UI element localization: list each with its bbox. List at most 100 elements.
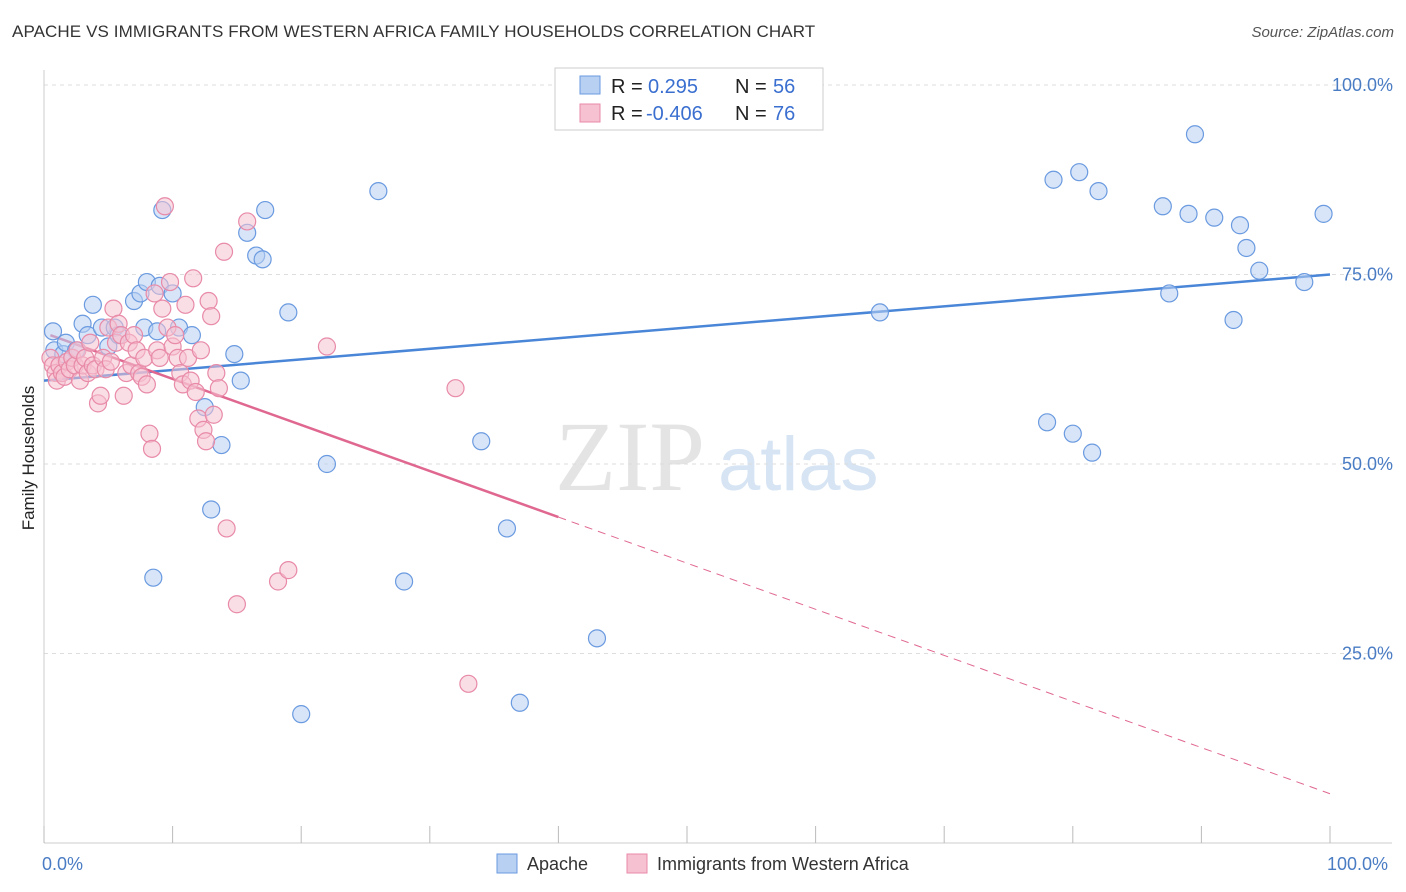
y-tick-label-75: 75.0% — [1342, 265, 1393, 285]
immig-point — [459, 674, 478, 693]
watermark-zip: ZIP — [555, 401, 705, 512]
apache-point — [83, 295, 102, 314]
immig-point — [209, 379, 228, 398]
legend-immig-swatch — [626, 853, 648, 874]
apache-n-label: N = — [735, 76, 767, 98]
trendline-apache — [43, 273, 1331, 382]
apache-point — [369, 182, 388, 201]
immig-point — [145, 284, 164, 303]
apache-point — [1179, 204, 1198, 223]
immig-point — [155, 197, 174, 216]
immig-point — [176, 295, 195, 314]
apache-r-value: 0.295 — [648, 76, 698, 98]
apache-point — [1153, 197, 1172, 216]
immig-point — [317, 337, 337, 356]
immig-point — [124, 326, 144, 345]
apache-point — [231, 371, 250, 390]
immig-swatch — [579, 103, 601, 123]
apache-point — [1089, 182, 1108, 201]
y-tick-label-25: 25.0% — [1342, 644, 1393, 664]
series-immig-points — [41, 197, 478, 693]
apache-point — [279, 303, 298, 322]
apache-point — [1295, 272, 1314, 292]
immig-point — [142, 439, 162, 458]
apache-point — [587, 629, 607, 648]
immig-point — [207, 363, 226, 383]
chart-title: APACHE VS IMMIGRANTS FROM WESTERN AFRICA… — [12, 22, 816, 41]
immig-point — [227, 595, 246, 614]
stats-legend: R = 0.295 N = 56 R = -0.406 N = 76 — [554, 67, 824, 131]
apache-point — [317, 454, 337, 474]
apache-point — [1185, 125, 1205, 144]
immig-point — [186, 382, 205, 402]
apache-point — [1044, 170, 1063, 189]
immig-point — [214, 242, 234, 261]
source-label: Source: ZipAtlas.com — [1251, 24, 1394, 41]
immig-point — [279, 561, 298, 580]
y-tick-label-100: 100.0% — [1332, 75, 1393, 95]
immig-point — [184, 269, 203, 288]
apache-r-label: R = — [611, 76, 643, 98]
apache-point — [1250, 261, 1269, 280]
immig-r-value: -0.406 — [646, 103, 703, 125]
immig-point — [160, 272, 180, 292]
immig-point — [153, 299, 172, 318]
immig-point — [150, 348, 169, 367]
y-tick-label-50: 50.0% — [1342, 454, 1393, 474]
apache-point — [212, 435, 231, 455]
immig-point — [196, 432, 216, 451]
apache-point — [1037, 413, 1057, 432]
immig-point — [114, 386, 133, 405]
apache-point — [1082, 443, 1102, 462]
x-tick-label-max: 100.0% — [1327, 854, 1388, 874]
immig-point — [191, 341, 210, 360]
apache-point — [394, 572, 414, 591]
immig-point — [217, 519, 236, 538]
apache-point — [1237, 238, 1256, 258]
apache-point — [1314, 204, 1333, 223]
legend-apache-label: Apache — [527, 854, 588, 874]
apache-point — [870, 303, 890, 322]
immig-point — [81, 333, 100, 352]
x-tick-label-min: 0.0% — [42, 854, 83, 874]
apache-n-value: 56 — [773, 76, 795, 98]
immig-point — [166, 326, 185, 345]
immig-point — [104, 299, 123, 318]
apache-point — [1224, 310, 1243, 330]
trendline-immig-extension — [558, 516, 1331, 795]
legend-immig-label: Immigrants from Western Africa — [657, 854, 910, 874]
apache-point — [225, 344, 244, 364]
series-legend: Apache Immigrants from Western Africa — [496, 853, 910, 874]
apache-point — [182, 326, 201, 345]
gridlines — [44, 84, 1392, 654]
apache-point — [292, 705, 311, 724]
immig-point — [199, 291, 218, 311]
apache-point — [256, 200, 275, 220]
immig-point — [268, 572, 288, 591]
immig-point — [140, 424, 159, 443]
immig-n-label: N = — [735, 103, 767, 125]
apache-point — [1160, 284, 1179, 303]
immig-point — [204, 405, 223, 424]
apache-point — [202, 500, 221, 519]
apache-point — [253, 250, 272, 269]
immig-point — [137, 375, 156, 394]
apache-point — [510, 693, 529, 712]
immig-r-label: R = — [611, 103, 643, 125]
immig-point — [202, 307, 221, 326]
axes — [43, 70, 1392, 844]
apache-point — [43, 322, 63, 341]
apache-point — [1070, 163, 1089, 182]
apache-point — [144, 568, 163, 587]
y-tick-labels: 25.0% 50.0% 75.0% 100.0% — [1332, 75, 1393, 664]
immig-point — [101, 352, 120, 371]
apache-point — [497, 519, 517, 538]
apache-point — [1063, 424, 1082, 443]
immig-point — [238, 212, 257, 231]
apache-point — [1230, 216, 1250, 235]
legend-apache-swatch — [496, 853, 518, 874]
apache-swatch — [579, 75, 601, 95]
y-axis-label: Family Households — [19, 386, 38, 531]
immig-point — [91, 386, 110, 405]
